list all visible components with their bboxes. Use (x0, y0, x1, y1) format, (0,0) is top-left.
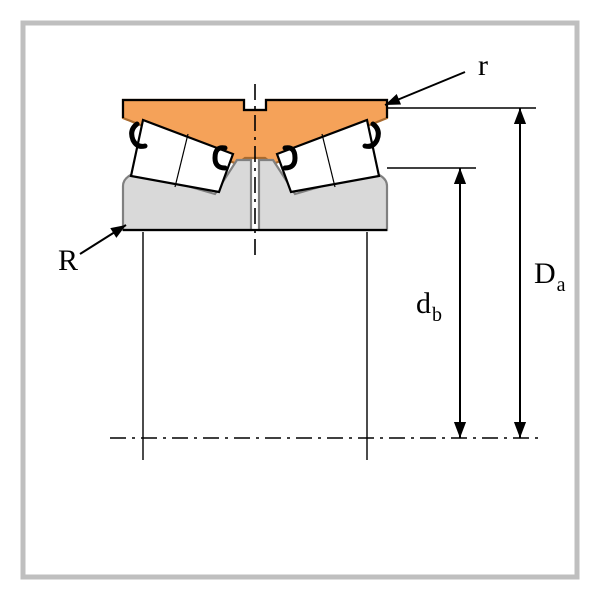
dim-label: R (58, 244, 78, 277)
dim-label: db (416, 287, 442, 326)
dim-label: r (478, 49, 488, 82)
dim-label: Da (534, 257, 566, 296)
